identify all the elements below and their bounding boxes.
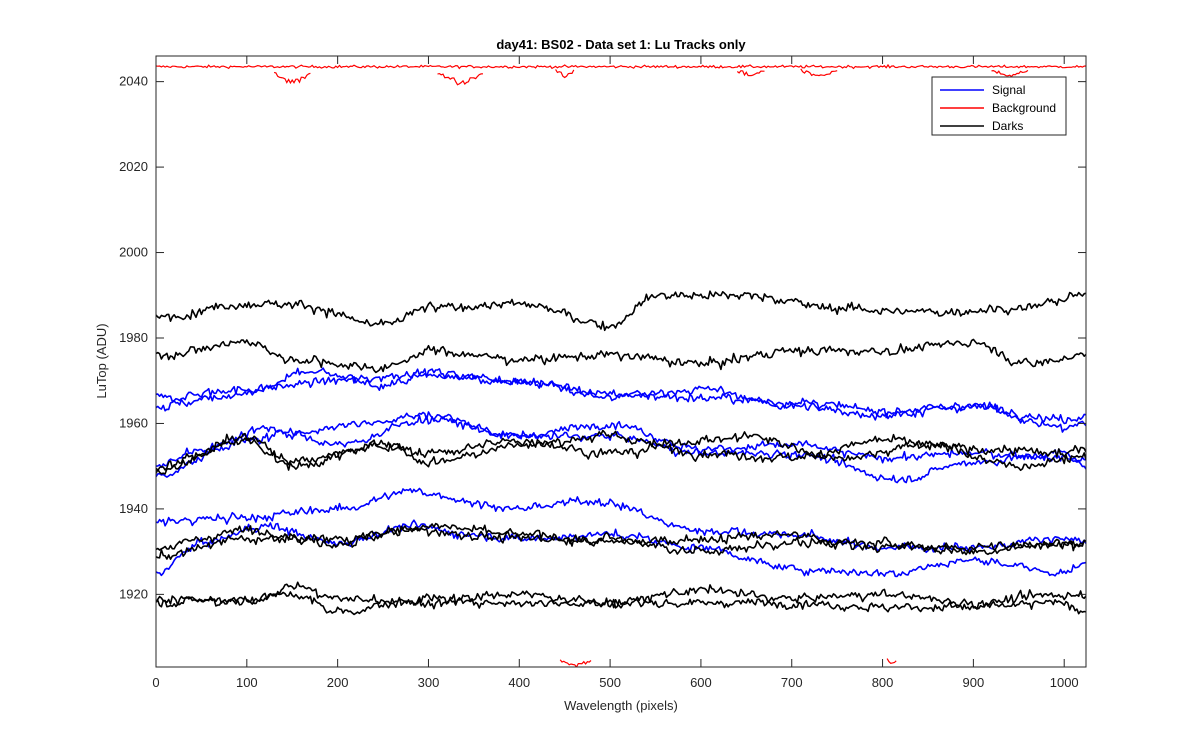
- x-axis: 0 100 200 300 400 500 600 700 800 900 1000: [152, 56, 1079, 690]
- x-tick-label: 500: [599, 675, 621, 690]
- background-trace: [559, 659, 592, 667]
- y-tick-label: 1960: [119, 415, 148, 430]
- y-axis: 1920 1940 1960 1980 2000 2020 2040: [119, 74, 1086, 601]
- background-trace: [991, 69, 1029, 78]
- darks-trace: [156, 290, 1086, 332]
- background-trace: [886, 658, 897, 664]
- legend-entry-label: Darks: [992, 119, 1023, 133]
- x-tick-label: 300: [418, 675, 440, 690]
- chart-title: day41: BS02 - Data set 1: Lu Tracks only: [496, 37, 746, 52]
- y-tick-label: 1920: [119, 586, 148, 601]
- background-trace: [156, 63, 1086, 70]
- darks-trace: [156, 431, 1086, 475]
- darks-trace: [156, 591, 1086, 616]
- x-tick-label: 800: [872, 675, 894, 690]
- plot-frame: [155, 55, 1087, 668]
- y-tick-label: 1940: [119, 501, 148, 516]
- x-tick-label: 700: [781, 675, 803, 690]
- background-trace: [437, 72, 484, 86]
- legend: Signal Background Darks: [931, 76, 1067, 136]
- x-tick-label: 600: [690, 675, 712, 690]
- legend-entry-label: Background: [992, 101, 1056, 115]
- darks-trace: [156, 338, 1086, 374]
- background-trace: [800, 68, 838, 77]
- signal-trace: [156, 411, 1086, 478]
- y-tick-label: 2020: [119, 159, 148, 174]
- x-axis-label: Wavelength (pixels): [564, 698, 678, 713]
- y-tick-label: 2040: [119, 74, 148, 89]
- signal-trace: [156, 367, 1086, 433]
- series-layer: [156, 63, 1086, 667]
- y-axis-label: LuTop (ADU): [94, 323, 109, 398]
- x-tick-label: 200: [327, 675, 349, 690]
- x-tick-label: 1000: [1050, 675, 1079, 690]
- legend-entry-label: Signal: [992, 83, 1025, 97]
- x-tick-label: 0: [152, 675, 159, 690]
- y-tick-label: 1980: [119, 330, 148, 345]
- background-trace: [273, 71, 311, 85]
- background-trace: [555, 69, 575, 79]
- darks-trace: [156, 522, 1086, 554]
- x-tick-label: 900: [963, 675, 985, 690]
- background-trace: [736, 70, 765, 77]
- signal-trace: [156, 414, 1086, 484]
- darks-trace: [156, 581, 1086, 610]
- x-tick-label: 100: [236, 675, 258, 690]
- y-tick-label: 2000: [119, 245, 148, 260]
- x-tick-label: 400: [508, 675, 530, 690]
